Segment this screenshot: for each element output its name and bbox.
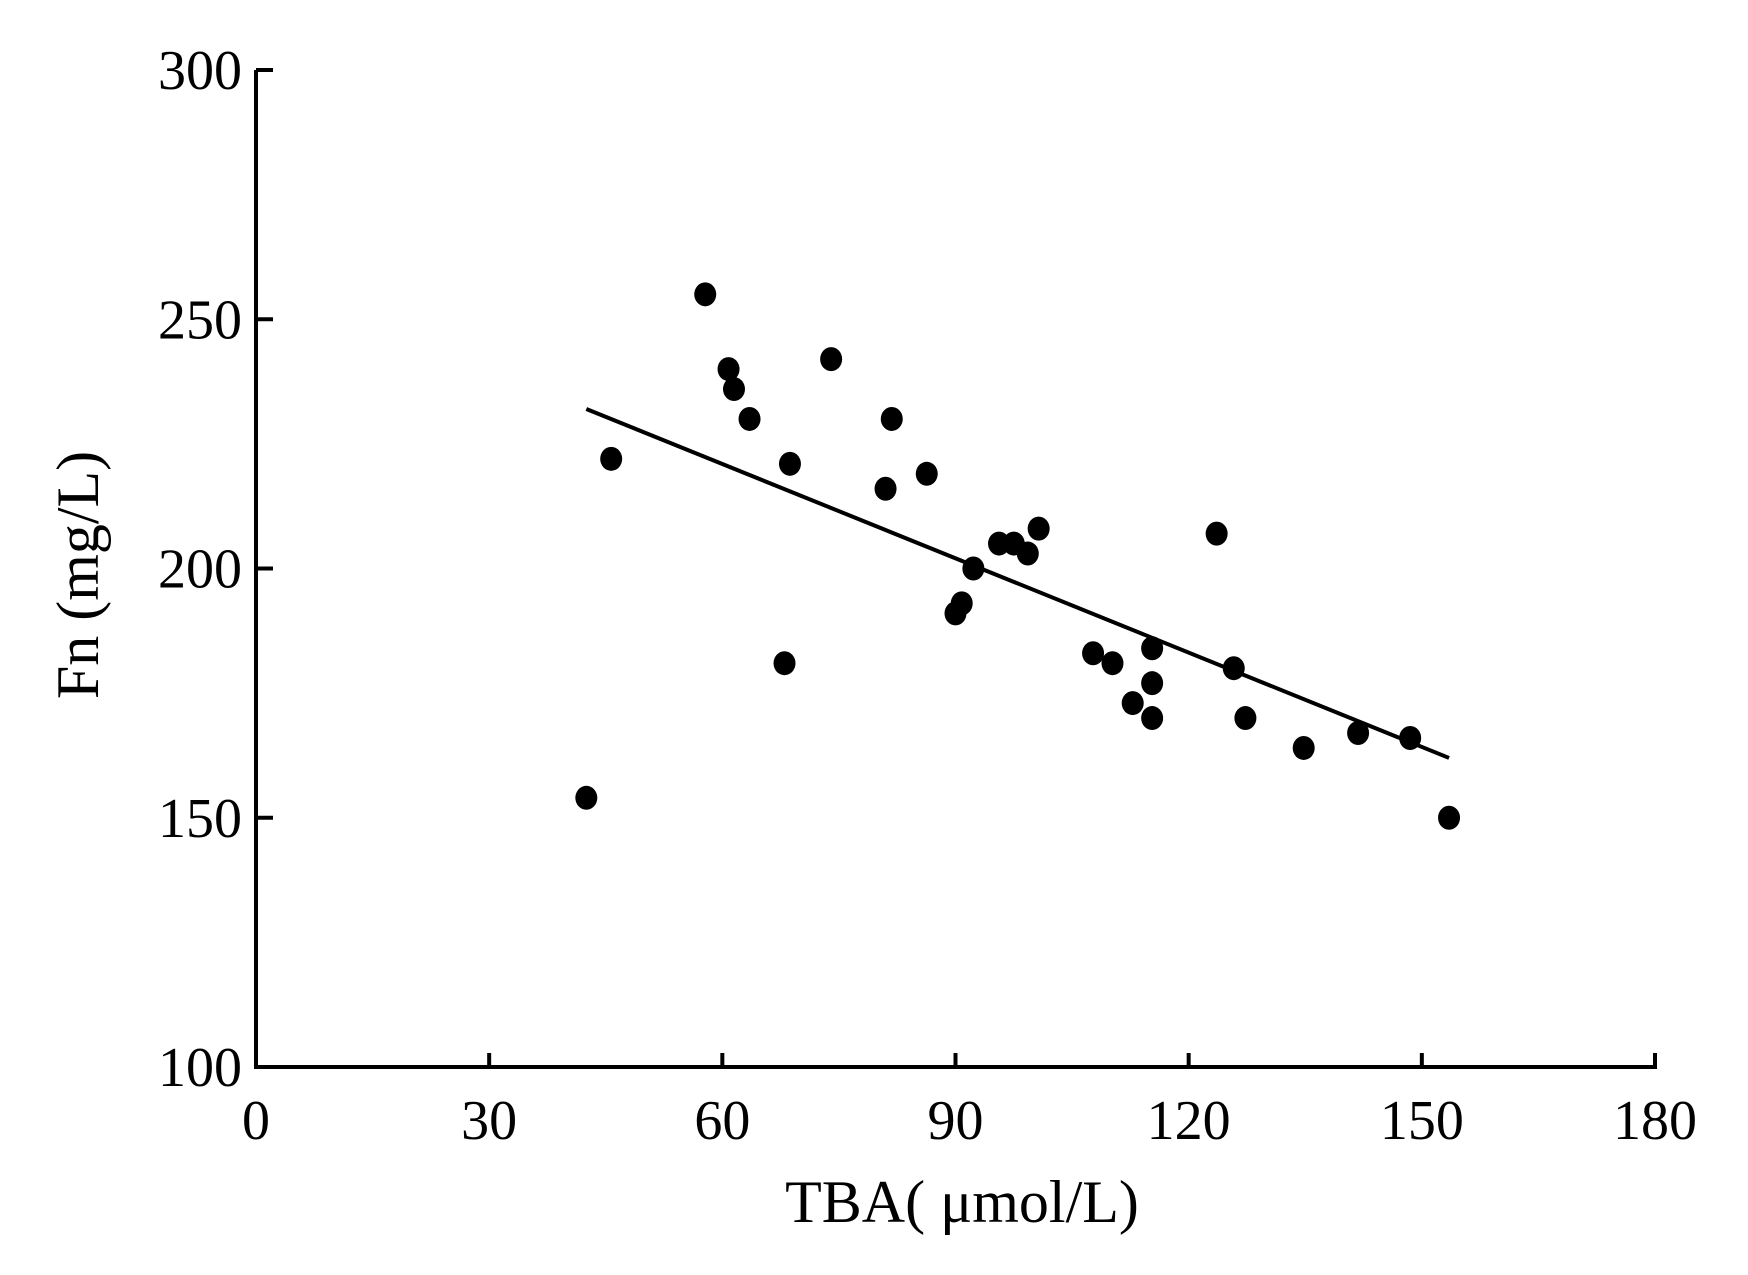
data-point: [1438, 805, 1461, 830]
data-point: [1141, 636, 1164, 661]
x-tick-label: 150: [1380, 1090, 1464, 1152]
data-point: [1399, 725, 1422, 750]
trendline-group: [585, 407, 1450, 760]
data-point: [600, 446, 623, 471]
data-point: [778, 451, 801, 476]
data-point: [1222, 656, 1245, 681]
data-point: [1234, 706, 1257, 731]
data-point: [773, 651, 796, 676]
tick-labels: 0 30 60 90 120 150 180 100 150 200 250 300: [158, 40, 1697, 1152]
y-tick-label: 300: [158, 40, 242, 102]
data-point: [1082, 641, 1105, 666]
data-point: [1027, 516, 1050, 541]
tick-marks: [256, 68, 1657, 1069]
data-point: [575, 785, 598, 810]
data-point: [1141, 671, 1164, 696]
x-tick-label: 60: [694, 1090, 750, 1152]
data-points: [575, 282, 1461, 830]
trendline: [585, 407, 1450, 760]
data-point: [1205, 521, 1228, 546]
data-point: [1292, 735, 1315, 760]
x-tick-label: 0: [242, 1090, 270, 1152]
data-point: [1016, 541, 1039, 566]
y-tick-label: 200: [158, 539, 242, 601]
data-point: [1347, 721, 1370, 746]
data-point: [1141, 706, 1164, 731]
axes: [254, 70, 1657, 1069]
data-point: [738, 406, 761, 431]
x-tick-label: 180: [1613, 1090, 1697, 1152]
y-tick-label: 250: [158, 289, 242, 351]
data-point: [694, 282, 717, 307]
y-tick-label: 150: [158, 788, 242, 850]
data-point: [950, 591, 973, 616]
data-point: [1101, 651, 1124, 676]
y-tick-label: 100: [158, 1037, 242, 1099]
x-tick-label: 120: [1147, 1090, 1231, 1152]
data-point: [717, 357, 740, 382]
y-axis-label: Fn (mg/L): [45, 451, 111, 699]
data-point: [880, 406, 903, 431]
x-axis-label: TBA( μmol/L): [785, 1169, 1139, 1235]
data-point: [962, 556, 985, 581]
data-point: [722, 377, 745, 402]
x-tick-label: 30: [461, 1090, 517, 1152]
data-point: [915, 461, 938, 486]
data-point: [1121, 691, 1144, 716]
data-point: [874, 476, 897, 501]
x-tick-label: 90: [928, 1090, 984, 1152]
data-point: [820, 347, 843, 372]
